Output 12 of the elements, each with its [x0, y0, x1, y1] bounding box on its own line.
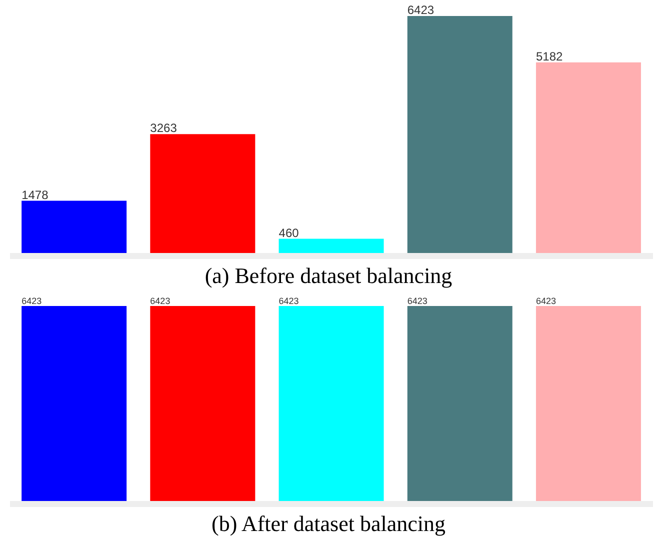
data-label: 6423	[278, 296, 299, 306]
data-label: 460	[278, 226, 300, 240]
data-label: 6423	[407, 3, 434, 17]
data-label: 6423	[536, 296, 556, 306]
data-label: 5182	[536, 49, 563, 64]
data-label: 6423	[407, 296, 428, 306]
data-label: 6423	[150, 296, 170, 306]
text: (b) After dataset balancing	[210, 510, 446, 538]
data-label: 3263	[150, 121, 178, 136]
data-label: 6423	[22, 296, 42, 306]
text: (a) Before dataset balancing	[204, 262, 454, 290]
data-label: 1478	[22, 188, 49, 202]
